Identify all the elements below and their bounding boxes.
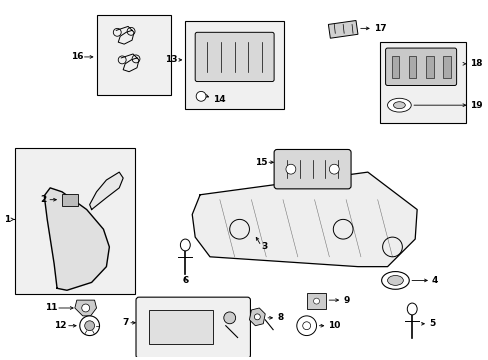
Circle shape <box>84 321 94 330</box>
Polygon shape <box>249 308 264 326</box>
Text: 7: 7 <box>122 318 129 327</box>
Text: 18: 18 <box>469 59 482 68</box>
Polygon shape <box>44 188 109 290</box>
Text: 8: 8 <box>277 313 283 322</box>
Bar <box>185 21 284 109</box>
Circle shape <box>81 304 89 312</box>
FancyBboxPatch shape <box>195 32 274 82</box>
Bar <box>379 42 466 123</box>
Text: 6: 6 <box>182 276 188 285</box>
Text: 14: 14 <box>212 95 225 104</box>
FancyBboxPatch shape <box>385 48 456 85</box>
Bar <box>408 56 416 78</box>
Circle shape <box>80 316 99 336</box>
Bar <box>391 56 399 78</box>
Bar <box>96 15 170 95</box>
FancyBboxPatch shape <box>274 149 350 189</box>
Text: 9: 9 <box>343 296 349 305</box>
Text: 16: 16 <box>71 53 83 62</box>
Text: 4: 4 <box>431 276 437 285</box>
Text: 11: 11 <box>44 303 57 312</box>
Text: 5: 5 <box>428 319 434 328</box>
Text: 10: 10 <box>328 321 340 330</box>
Bar <box>442 56 450 78</box>
Ellipse shape <box>393 102 405 109</box>
Circle shape <box>224 312 235 324</box>
Circle shape <box>196 91 205 101</box>
Polygon shape <box>75 300 96 316</box>
Text: 17: 17 <box>373 24 386 33</box>
Circle shape <box>313 298 319 304</box>
Circle shape <box>329 164 339 174</box>
Text: 19: 19 <box>469 101 482 110</box>
Ellipse shape <box>180 239 190 251</box>
Ellipse shape <box>407 303 416 315</box>
Circle shape <box>296 316 316 336</box>
Bar <box>148 310 212 345</box>
Bar <box>62 194 78 206</box>
Bar <box>425 56 433 78</box>
Ellipse shape <box>381 271 408 289</box>
Circle shape <box>285 164 295 174</box>
Circle shape <box>254 314 260 320</box>
Polygon shape <box>89 172 123 210</box>
Text: 15: 15 <box>254 158 266 167</box>
Text: 12: 12 <box>54 321 67 330</box>
Polygon shape <box>192 172 416 267</box>
Bar <box>306 293 325 309</box>
Text: 3: 3 <box>261 242 267 251</box>
Bar <box>15 148 135 294</box>
Text: 2: 2 <box>40 195 46 204</box>
Text: 1: 1 <box>4 215 11 224</box>
FancyBboxPatch shape <box>136 297 250 358</box>
Ellipse shape <box>387 275 403 285</box>
Polygon shape <box>328 21 357 38</box>
Ellipse shape <box>387 98 410 112</box>
Text: 13: 13 <box>164 55 177 64</box>
